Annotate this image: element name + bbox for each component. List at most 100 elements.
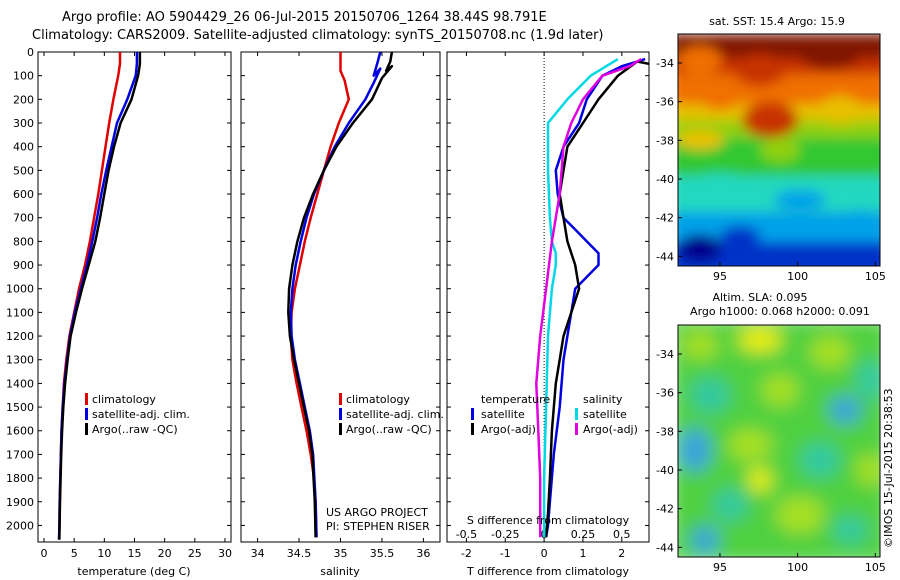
series-line-argo-raw-qc- (287, 52, 394, 538)
legend-label-satellite-adj: satellite-adj. clim. (346, 408, 444, 421)
xtick-label: 36 (416, 547, 430, 560)
ytick-label: 1100 (6, 306, 34, 319)
sst-patch (800, 41, 860, 69)
sst-patch (678, 234, 722, 262)
ytick-label: 100 (13, 70, 34, 83)
map-ytick-label: -36 (656, 96, 674, 109)
legend-swatch-satellite-adj (339, 408, 342, 420)
map-ytick-label: -34 (656, 348, 674, 361)
sla-blob (679, 428, 711, 472)
ytick-label: 500 (13, 164, 34, 177)
sla-blob (690, 377, 730, 413)
series-line-argo-adj- (544, 60, 649, 538)
ytick-label: 400 (13, 141, 34, 154)
series-line-satellite-adj-clim- (289, 52, 382, 538)
ytick-label: 900 (13, 259, 34, 272)
legend-swatch-s-argo (575, 423, 578, 435)
legend-label-climatology: climatology (346, 393, 410, 406)
ytick-label: 2000 (6, 519, 34, 532)
legend-label-t-argo: Argo(-adj) (481, 423, 536, 436)
xtick-label: 15 (128, 547, 142, 560)
ytick-label: 1800 (6, 472, 34, 485)
map-xtick-label: 105 (865, 270, 886, 283)
salinity-plot: 34 34.5 35 35.5 36 (241, 51, 440, 560)
xtick-label-top: 0.5 (613, 528, 631, 541)
sst-map (678, 34, 880, 266)
sst-patch (826, 150, 874, 170)
sst-patch (742, 102, 798, 138)
xtick-label: -2 (461, 547, 472, 560)
ytick-label: 1000 (6, 283, 34, 296)
legend-swatch-t-satellite (471, 408, 474, 420)
map-xtick-label: 100 (787, 561, 808, 574)
sla-blob (829, 396, 861, 424)
map-axes: 95 100 105 -44 -42 -40 -38 -36 -34 95 100 105 -44 -42… (656, 57, 886, 574)
legend-label-satellite-adj: satellite-adj. clim. (92, 408, 190, 421)
map-ytick-label: -40 (656, 173, 674, 186)
difference-xlabel: T difference from climatology (466, 565, 629, 578)
map-ytick-label: -36 (656, 387, 674, 400)
xtick-label: 35 (334, 547, 348, 560)
sst-heatmap-image (678, 34, 880, 266)
sla-blob (762, 374, 798, 406)
sst-patch (760, 138, 800, 162)
sst-map-frame (677, 33, 881, 267)
xtick-label: 25 (188, 547, 202, 560)
sst-patch (734, 54, 786, 86)
xtick-label: 10 (97, 547, 111, 560)
temperature-legend: climatology satellite-adj. clim. Argo(..… (85, 393, 190, 436)
difference-xlabel-top: S difference from climatology (467, 514, 630, 527)
sst-patch (678, 130, 724, 150)
sla-blob (800, 442, 840, 478)
series-group (57, 52, 142, 540)
series-line-argo-raw-qc- (58, 52, 142, 540)
sst-patch (774, 190, 826, 210)
map-xtick-label: 95 (713, 270, 727, 283)
xtick-label: -1 (500, 547, 511, 560)
legend-header-salinity: salinity (583, 393, 623, 406)
temperature-panel-frame (37, 51, 232, 543)
ytick-label: 200 (13, 93, 34, 106)
series-line-satellite (544, 57, 646, 538)
xtick-label-top: -0.5 (456, 528, 477, 541)
ytick-label: 1300 (6, 354, 34, 367)
ytick-label: 600 (13, 188, 34, 201)
map-ytick-label: -44 (656, 541, 674, 554)
series-line-satellite (542, 58, 619, 538)
ytick-label: 1500 (6, 401, 34, 414)
map-ytick-label: -40 (656, 464, 674, 477)
map-xtick-label: 105 (865, 561, 886, 574)
sla-blob (856, 454, 880, 486)
legend-swatch-t-argo (471, 423, 474, 435)
xtick-label: 35.5 (370, 547, 395, 560)
series-group (535, 57, 649, 538)
map-ytick-label: -42 (656, 212, 674, 225)
xtick-label: 30 (218, 547, 232, 560)
legend-swatch-s-satellite (575, 408, 578, 420)
sst-map-title: sat. SST: 15.4 Argo: 15.9 (709, 15, 845, 28)
xtick-label-top: 0.25 (571, 528, 596, 541)
difference-panel-frame (446, 51, 650, 543)
series-line-climatology (289, 52, 351, 538)
legend-swatch-climatology (339, 393, 342, 405)
ytick-label: 700 (13, 212, 34, 225)
figure-title-line-2: Climatology: CARS2009. Satellite-adjuste… (32, 28, 604, 43)
map-xtick-label: 95 (713, 561, 727, 574)
temperature-xlabel: temperature (deg C) (77, 565, 190, 578)
xtick-label: 34.5 (287, 547, 312, 560)
figure-title-line-1: Argo profile: AO 5904429_26 06-Jul-2015 … (62, 10, 547, 25)
map-ytick-label: -44 (656, 250, 674, 263)
legend-label-t-satellite: satellite (481, 408, 525, 421)
sst-band (678, 212, 880, 230)
sla-blob (776, 497, 824, 533)
sla-map-title: Altim. SLA: 0.095 (712, 291, 807, 304)
ytick-label: 0 (27, 46, 34, 59)
series-line-argo-adj- (535, 58, 642, 538)
sla-map (678, 325, 880, 557)
map-ytick-label: -34 (656, 57, 674, 70)
ytick-label: 1200 (6, 330, 34, 343)
salinity-panel-frame (240, 51, 441, 543)
map-ytick-label: -38 (656, 134, 674, 147)
temperature-plot: 0100200300400500600700800900100011001200… (6, 46, 232, 560)
